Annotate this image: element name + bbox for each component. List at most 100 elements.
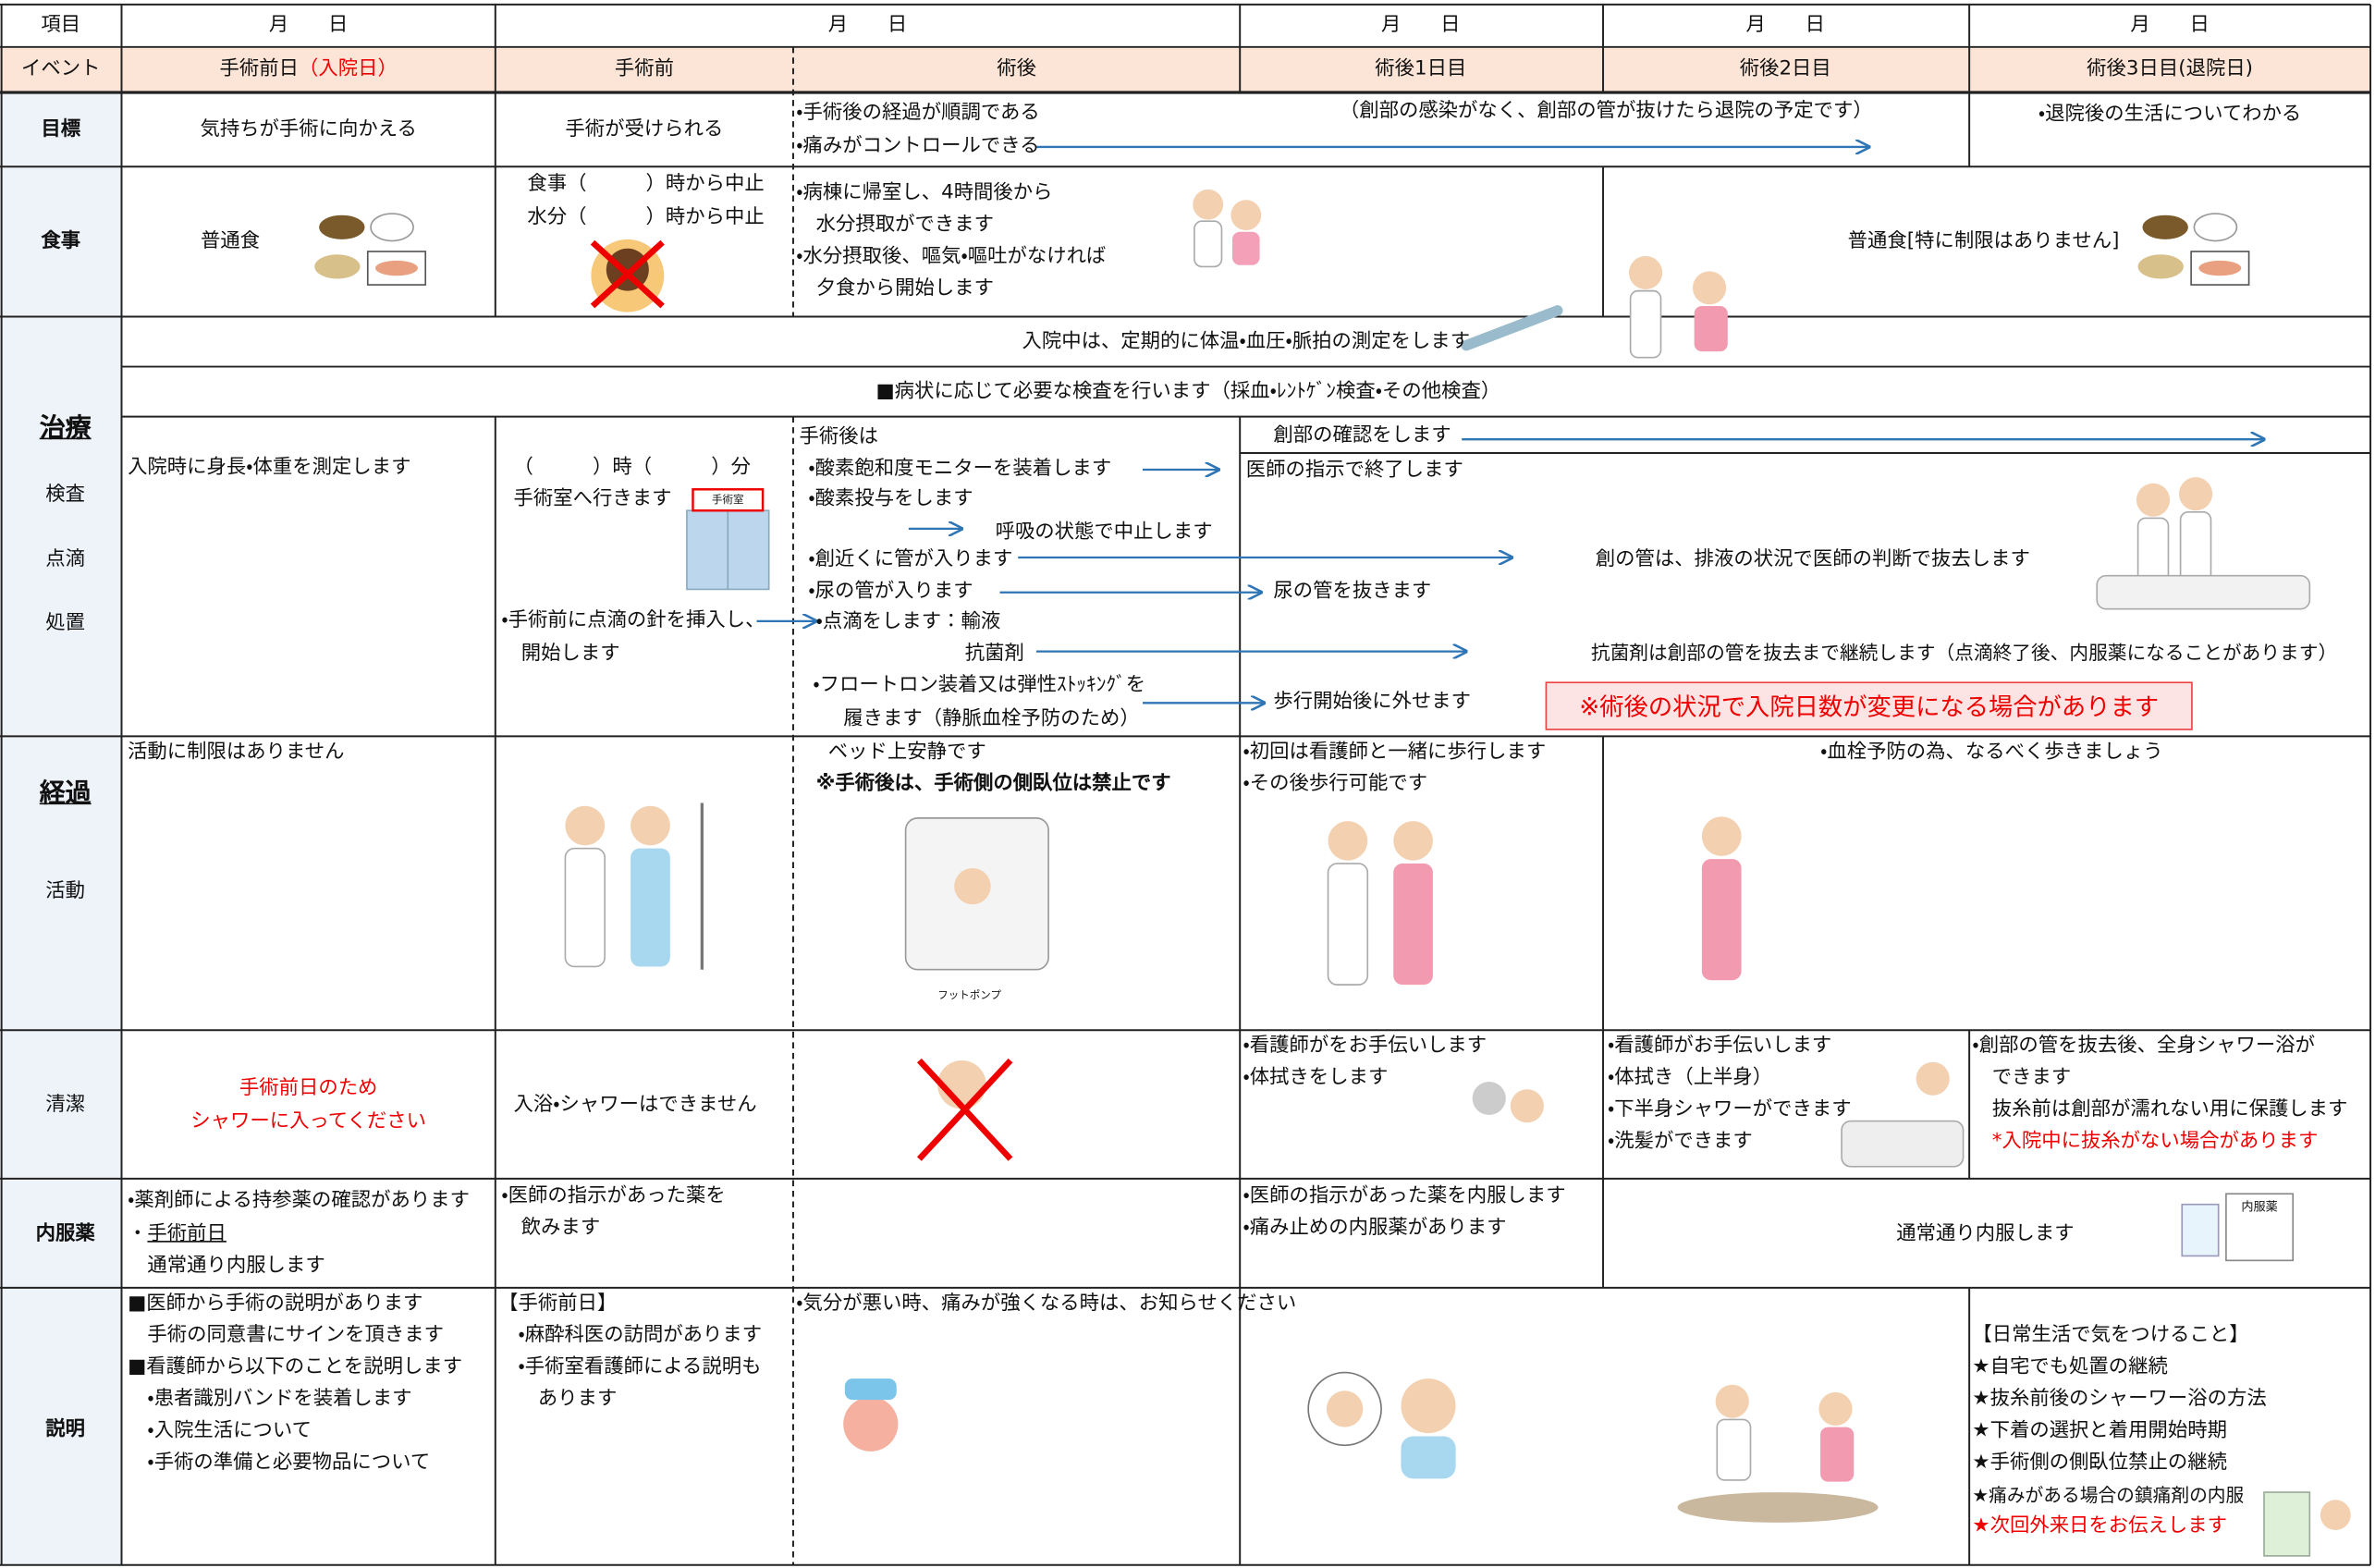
- cell-text: 普通食: [200, 230, 261, 253]
- header-label: 項目: [41, 13, 81, 37]
- cell-text: 開始します: [501, 642, 620, 666]
- event-note: （入院日）: [298, 57, 398, 80]
- cell-text: ・フロートロン装着又は弾性ｽﾄｯｷﾝｸﾞを: [813, 674, 1146, 697]
- cell-text: ・看護師がをお手伝いします: [1243, 1035, 1487, 1058]
- cell-text: 水分（ ）時から中止: [527, 205, 765, 229]
- row-label: 内服薬: [35, 1222, 95, 1245]
- cell-text: ■医師から手術の説明があります: [128, 1292, 423, 1316]
- cell-text: ・気分が悪い時、痛みが強くなる時は、お知らせください: [796, 1292, 1297, 1316]
- cell-text: ・手術の準備と必要物品について: [128, 1451, 431, 1475]
- row-label: 目標: [41, 117, 81, 141]
- cell-text: ・創近くに管が入ります: [808, 548, 1013, 571]
- event-day: 手術前日: [219, 57, 299, 80]
- cell-text: 通常通り内服します: [1896, 1222, 2075, 1245]
- cell-text: ・病棟に帰室し、4時間後から: [796, 181, 1053, 205]
- row-label: 治療: [39, 413, 92, 445]
- thermometer-icon: [1461, 305, 1563, 351]
- cell-text: 創の管は、排液の状況で医師の判断で抜去します: [1595, 548, 2030, 571]
- cell-text: （創部の感染がなく、創部の管が抜けたら退院の予定です）: [1339, 100, 1873, 123]
- date-header: 月 日: [827, 13, 908, 37]
- cell-text: あります: [498, 1388, 618, 1411]
- no-food-icon: [590, 239, 665, 312]
- cell-text: ・痛みがコントロールできる: [796, 134, 1040, 158]
- cell-text: ・医師の指示があった薬を: [501, 1184, 726, 1208]
- cell-text: ベッド上安静です: [827, 741, 986, 764]
- door-icon: [686, 488, 770, 591]
- cell-text: 創部の確認をします: [1273, 423, 1451, 447]
- cell-text: （ ）時（ ）分: [513, 456, 751, 479]
- event-cell: 手術前日（入院日）: [219, 57, 397, 81]
- illustrations: [314, 189, 2351, 1557]
- cell-text: ・初回は看護師と一緒に歩行します: [1243, 741, 1547, 764]
- cell-text: ★痛みがある場合の鎮痛剤の内服: [1972, 1484, 2245, 1506]
- cell-text: ・酸素投与をします: [808, 487, 973, 511]
- row-label: 経過: [39, 778, 92, 810]
- row-sublabel: 処置: [45, 612, 86, 635]
- cell-text: ★手術側の側臥位禁止の継続: [1972, 1451, 2227, 1475]
- cell-text: ・医師の指示があった薬を内服します: [1243, 1184, 1566, 1208]
- image-label: 手術室: [712, 494, 744, 507]
- date-header: 月 日: [1745, 13, 1826, 37]
- cell-text: 入院中は、定期的に体温・血圧・脈拍の測定をします: [1022, 330, 1471, 353]
- cell-text: 手術前日のため: [239, 1077, 378, 1100]
- cell-text: シャワーに入ってください: [190, 1110, 427, 1133]
- cell-text: 手術前日: [147, 1222, 226, 1245]
- cell-text: 入院時に身長・体重を測定します: [128, 456, 411, 479]
- cell-text: 手術後は: [799, 425, 879, 449]
- row-label: 清潔: [45, 1094, 86, 1117]
- cell-text: 手術室へ行きます: [513, 487, 672, 511]
- image-label: フットポンプ: [937, 989, 1001, 1002]
- date-header: 月 日: [2130, 13, 2210, 37]
- cell-text: 手術が受けられる: [565, 117, 724, 141]
- row-label: 説明: [45, 1417, 86, 1441]
- row-label: イベント: [20, 57, 101, 80]
- cell-text: ※手術後は、手術側の側臥位は禁止です: [815, 772, 1171, 796]
- cell-text: ★下着の選択と着用開始時期: [1972, 1419, 2227, 1442]
- cell-text: ・洗髪ができます: [1607, 1130, 1753, 1154]
- cell-text: ・麻酔科医の訪問があります: [498, 1324, 763, 1347]
- cell-text: 履きます（静脈血栓予防のため）: [843, 707, 1140, 730]
- cell-text: 呼吸の状態で中止します: [995, 521, 1213, 545]
- cell-text: 【日常生活で気をつけること】: [1972, 1324, 2249, 1347]
- cell-text: ★次回外来日をお伝えします: [1972, 1514, 2227, 1538]
- meal-icon: [314, 213, 2250, 286]
- event-day: 術後3日目(退院日): [2087, 57, 2254, 80]
- grid-lines: [0, 3, 2372, 1566]
- cell-text: 手術の同意書にサインを頂きます: [128, 1324, 444, 1347]
- cell-text: 食事（ ）時から中止: [527, 172, 765, 196]
- cell-text: ★自宅でも処置の継続: [1972, 1355, 2168, 1379]
- cell-text: 気持ちが手術に向かえる: [200, 117, 417, 141]
- cell-text: ■病状に応じて必要な検査を行います（採血・ﾚﾝﾄｹﾞﾝ検査・その他検査）: [875, 380, 1501, 403]
- cell-text: ・手術後の経過が順調である: [796, 101, 1040, 125]
- cell-text: ・血栓予防の為、なるべく歩きましょう: [1820, 741, 2163, 764]
- cell-text: ・点滴をします：輸液: [815, 610, 1001, 633]
- cell-text: ・酸素飽和度モニターを装着します: [808, 457, 1112, 481]
- row-sublabel: 活動: [45, 880, 86, 903]
- cell-text: 医師の指示で終了します: [1245, 459, 1463, 483]
- cell-text: 飲みます: [501, 1216, 601, 1240]
- cell-text: ・痛み止めの内服薬があります: [1243, 1216, 1507, 1240]
- cell-text: ・入院生活について: [128, 1419, 312, 1442]
- cell-text: ・創部の管を抜去後、全身シャワー浴が: [1972, 1035, 2315, 1058]
- cell-text: 【手術前日】: [498, 1292, 618, 1316]
- row-label: 食事: [41, 230, 81, 253]
- date-header: 月 日: [268, 13, 349, 37]
- cell-text: 水分摂取ができます: [796, 214, 994, 237]
- row-sublabel: 検査: [45, 483, 86, 507]
- cell-text: ・体拭きをします: [1243, 1066, 1389, 1090]
- cell-text: ・その後歩行可能です: [1243, 772, 1428, 796]
- cell-text: ・: [128, 1222, 148, 1245]
- cell-text: 普通食[特に制限はありません]: [1847, 230, 2120, 253]
- cell-text: 通常通り内服します: [128, 1254, 325, 1278]
- cell-text: できます: [1972, 1066, 2072, 1090]
- cell-text: ・体拭き（上半身）: [1607, 1066, 1773, 1090]
- people-icons: [564, 189, 2351, 1557]
- cell-text: ・患者識別バンドを装着します: [128, 1388, 412, 1411]
- cell-text: 抗菌剤: [964, 642, 1024, 666]
- cell-text: ・水分摂取後、嘔気・嘔吐がなければ: [796, 245, 1107, 269]
- label-column-bg: [0, 92, 122, 1565]
- cell-text: 尿の管を抜きます: [1273, 580, 1432, 604]
- notice: ※術後の状況で入院日数が変更になる場合があります: [1545, 681, 2193, 730]
